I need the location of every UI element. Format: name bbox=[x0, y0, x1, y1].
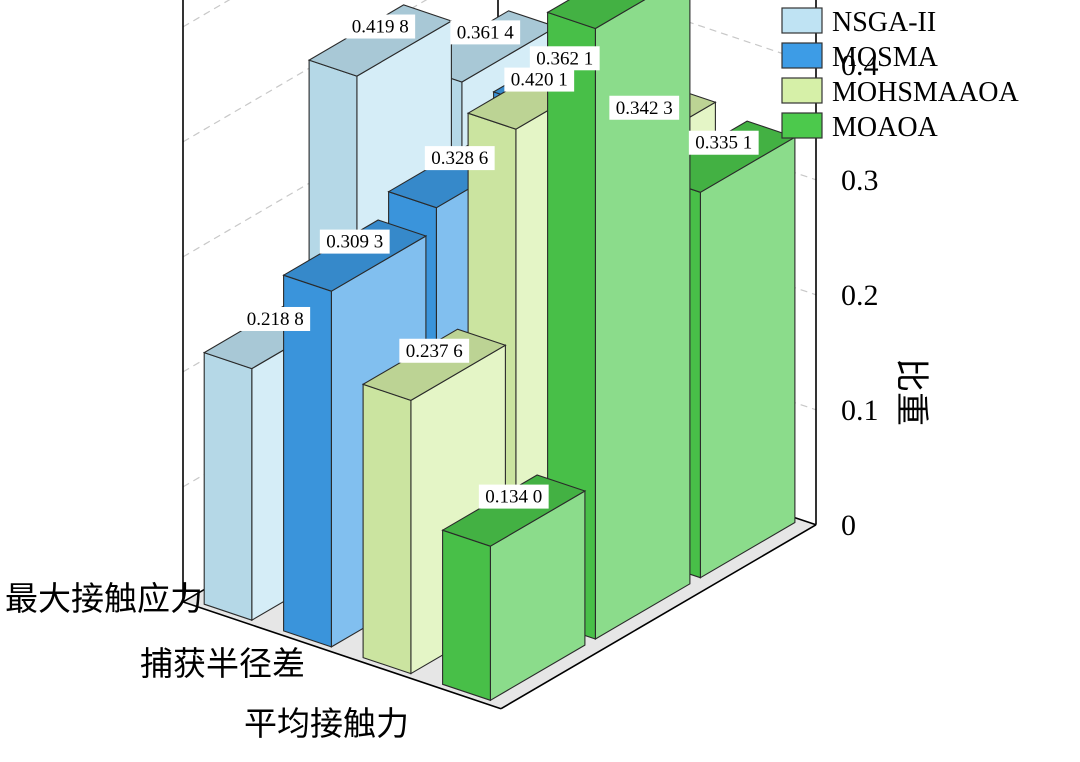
y-tick-label: 0.2 bbox=[841, 279, 879, 312]
chart-axes: 00.10.20.30.40.5比重最大接触应力捕获半径差平均接触力 bbox=[5, 49, 931, 743]
value-label: 0.237 6 bbox=[399, 338, 470, 363]
legend-label: MOSMA bbox=[832, 42, 939, 73]
bar-top-face bbox=[282, 219, 428, 292]
legend-label: MOAOA bbox=[832, 112, 939, 143]
chart-bars bbox=[202, 0, 797, 702]
value-label: 0.218 8 bbox=[240, 306, 311, 331]
value-label-text: 0.419 8 bbox=[352, 17, 409, 38]
legend-swatch bbox=[781, 112, 823, 139]
legend-label: MOHSMAAOA bbox=[832, 77, 1019, 108]
value-label-text: 0.361 4 bbox=[457, 22, 515, 43]
legend-item-mohsmaaoa: MOHSMAAOA bbox=[781, 77, 1019, 108]
x-category-label: 最大接触应力 bbox=[5, 579, 203, 618]
y-tick-label: 0.4 bbox=[841, 49, 879, 82]
bar-top-face bbox=[361, 328, 507, 402]
value-label-text: 0.328 6 bbox=[431, 148, 488, 169]
y-tick-label: 0 bbox=[841, 509, 856, 542]
value-label: 0.134 0 bbox=[478, 484, 549, 509]
bar-side-face bbox=[699, 136, 796, 579]
value-label-text: 0.218 8 bbox=[247, 309, 304, 330]
y-tick-label: 0.3 bbox=[841, 164, 879, 197]
bar-moaoa-3 bbox=[441, 474, 587, 702]
bar-front-face bbox=[442, 529, 491, 702]
legend-swatch bbox=[781, 77, 823, 104]
value-label-text: 0.362 1 bbox=[536, 48, 593, 69]
value-label: 0.420 1 bbox=[504, 67, 575, 92]
x-category-label: 捕获半径差 bbox=[140, 644, 305, 683]
bar-front-face bbox=[362, 383, 412, 675]
y-tick-label: 0.1 bbox=[841, 394, 879, 427]
value-label: 0.342 3 bbox=[609, 95, 680, 120]
value-label-text: 0.335 1 bbox=[695, 133, 752, 154]
value-label-text: 0.420 1 bbox=[511, 70, 568, 91]
legend-item-moaoa: MOAOA bbox=[781, 112, 939, 143]
chart-legend: NSGA-II MOSMA MOHSMAAOA MOAOA bbox=[781, 7, 1019, 143]
value-label: 0.361 4 bbox=[450, 20, 521, 45]
legend-label: NSGA-II bbox=[832, 7, 936, 38]
x-category-label: 平均接触力 bbox=[244, 704, 409, 743]
value-label: 0.309 3 bbox=[319, 229, 390, 254]
bar-top-face bbox=[441, 474, 587, 547]
value-label: 0.362 1 bbox=[529, 46, 600, 71]
value-label: 0.419 8 bbox=[345, 14, 416, 39]
gridline bbox=[182, 0, 817, 143]
bar-top-face bbox=[307, 4, 453, 77]
value-label-text: 0.237 6 bbox=[406, 341, 463, 362]
legend-item-nsga-ii: NSGA-II bbox=[781, 7, 936, 38]
value-label-text: 0.342 3 bbox=[616, 98, 673, 119]
value-label: 0.335 1 bbox=[688, 130, 759, 155]
frame-edge bbox=[182, 601, 502, 710]
bar-top-face bbox=[546, 0, 646, 30]
bar-front-face bbox=[203, 351, 253, 621]
legend-swatch bbox=[781, 42, 823, 69]
value-label-text: 0.134 0 bbox=[485, 487, 542, 508]
value-label: 0.328 6 bbox=[424, 146, 495, 171]
value-label-text: 0.309 3 bbox=[326, 232, 383, 253]
y-axis-title: 比重 bbox=[891, 358, 931, 426]
legend-swatch bbox=[781, 7, 823, 34]
frame-edge bbox=[500, 524, 817, 710]
legend-item-mosma: MOSMA bbox=[781, 42, 939, 73]
chart-value-labels: 0.361 4 0.419 8 0.362 1 0.218 8 0.328 6 0.342… bbox=[240, 14, 759, 509]
